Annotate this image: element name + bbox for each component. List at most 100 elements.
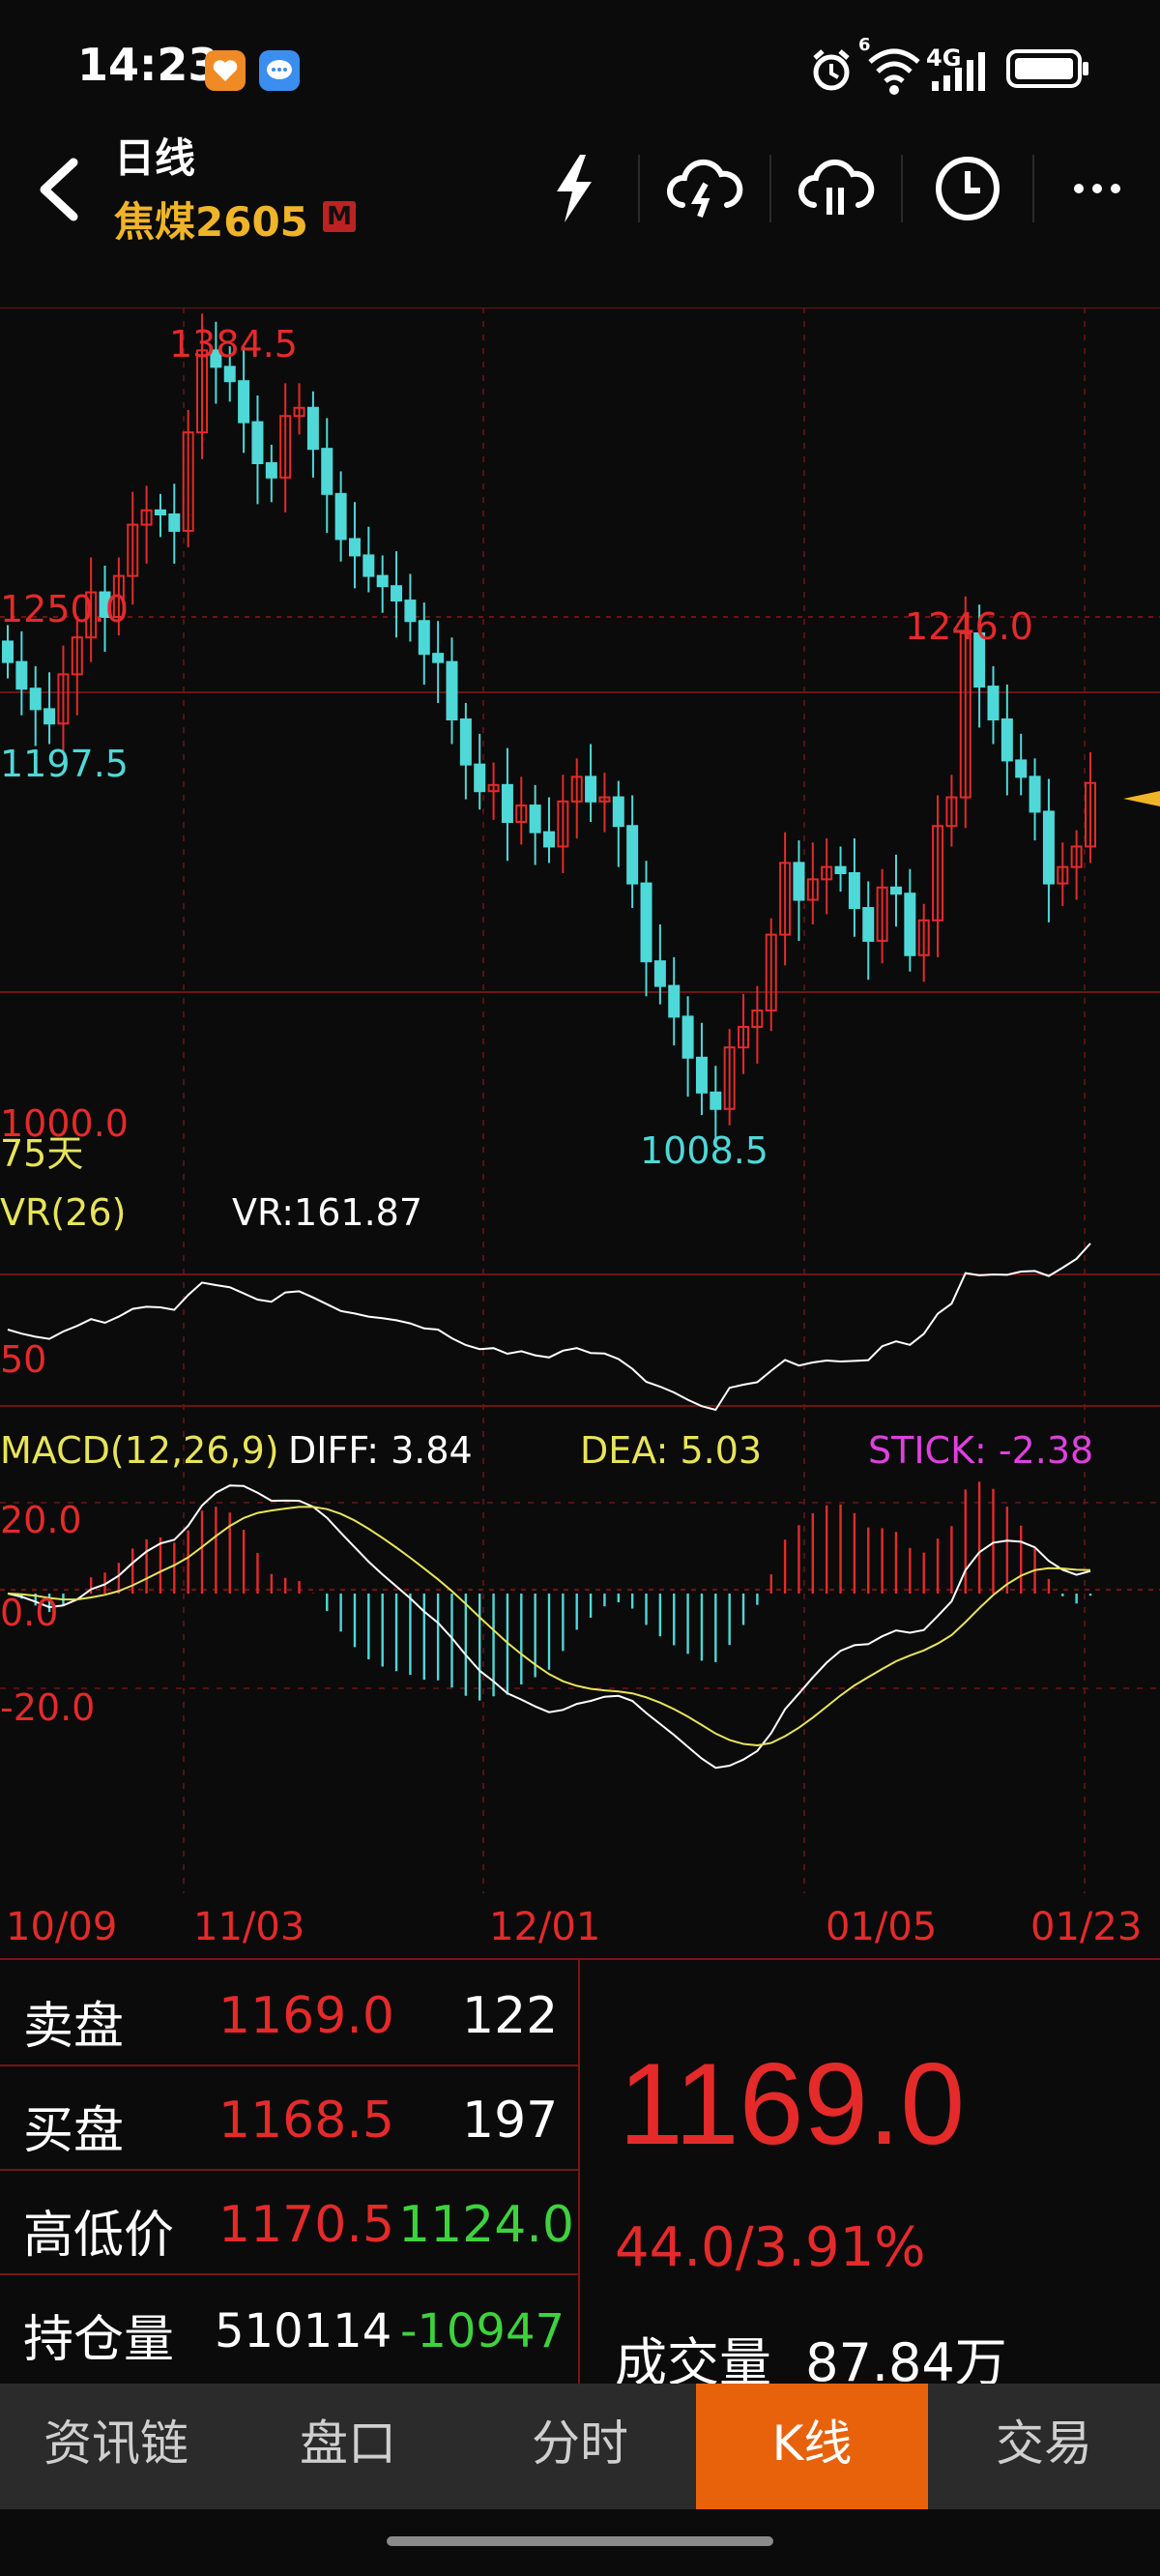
candle-body [1085,781,1096,848]
tab-info-chain[interactable]: 资讯链 [44,2415,188,2472]
sell-price: 1169.0 [218,1987,394,2045]
lightning-icon[interactable] [530,145,617,232]
candle-body [85,591,98,639]
alarm-icon [807,46,856,99]
candles-group [2,313,1096,1142]
chart-period-title: 日线 [114,134,196,182]
candle-body [598,796,611,803]
vr-name: VR(26) [0,1191,127,1234]
candle-body [404,600,417,623]
day-high: 1170.5 [218,2196,394,2254]
volume-label: 成交量 [615,2332,771,2393]
candle-body [348,538,361,557]
clock-icon[interactable] [924,145,1011,232]
candle-body [362,554,375,577]
main-contract-badge: M [323,201,356,232]
home-indicator [387,2536,773,2546]
candle-body [806,878,819,901]
second-high-label: 1246.0 [905,605,1033,648]
candle-body [57,673,70,725]
vr-value: VR:161.87 [232,1191,422,1234]
candle-body [418,620,430,656]
volume-row: 成交量 87.84万 [615,2320,1007,2396]
sell-label: 卖盘 [23,1998,125,2056]
candle-body [459,718,472,766]
quote-panel: 卖盘 1169.0 122 买盘 1168.5 197 高低价 1170.5 1… [0,1958,1160,2393]
candle-body [210,349,222,368]
date-label-4: 01/05 [826,1905,938,1949]
tab-intraday[interactable]: 分时 [532,2415,628,2472]
candle-body [626,825,639,885]
candle-body [876,886,888,942]
vr-axis-label: 50 [0,1338,47,1381]
signal-icon [926,48,994,101]
candle-body [959,631,972,799]
tab-order-book[interactable]: 盘口 [300,2415,396,2472]
candle-body [29,688,42,711]
candle-body [848,872,860,910]
buy-row: 买盘 1168.5 197 [0,2064,578,2171]
cloud-lightning-icon[interactable] [661,145,748,232]
candle-body [182,431,194,532]
volume-value: 87.84万 [805,2332,1007,2393]
last-price: 1169.0 [619,2039,966,2169]
bottom-tabs: 资讯链 盘口 分时 K线 交易 [0,2384,1160,2509]
candle-body [15,660,28,690]
candle-body [1015,759,1028,778]
candle-body [1029,776,1041,813]
macd-axis-low: -20.0 [0,1686,96,1729]
sell-row: 卖盘 1169.0 122 [0,1960,578,2066]
candle-body [321,448,334,495]
diff-line [7,1484,1091,1770]
candle-body [723,1046,736,1110]
candle-body [585,776,597,803]
candle-body [1070,845,1083,868]
candle-body [293,406,305,418]
kline-chart-svg[interactable] [0,307,1160,1961]
candle-body [653,960,666,987]
open-interest-row: 持仓量 510114 -10947 [0,2273,578,2378]
candle-body [640,882,652,963]
status-time: 14:23 [77,39,219,91]
candle-body [917,919,930,956]
current-price-marker [1123,791,1160,806]
candle-body [154,509,166,515]
candle-body [391,585,403,602]
candle-body [196,349,209,434]
high-low-row: 高低价 1170.5 1124.0 [0,2169,578,2275]
candle-body [862,907,875,942]
candle-body [99,591,111,618]
candle-body [306,406,319,451]
back-arrow-icon[interactable] [27,155,95,222]
more-icon[interactable] [1056,145,1143,232]
axis-label-1250: 1250.0 [0,588,129,630]
battery-icon [1005,46,1092,95]
open-interest-change: -10947 [400,2304,566,2358]
date-label-2: 11/03 [193,1905,305,1949]
macd-name: MACD(12,26,9) [0,1429,279,1472]
candle-body [238,380,250,424]
buy-price: 1168.5 [218,2092,394,2150]
candle-body [168,513,181,532]
macd-axis-top: 20.0 [0,1499,82,1541]
candle-body [751,1010,764,1028]
kline-chart-area[interactable]: 1384.5 1250.0 1197.5 1246.0 1008.5 1000.… [0,307,1160,1961]
left-low-label: 1197.5 [0,743,129,785]
candle-body [265,462,277,479]
candle-body [987,686,1000,720]
candle-body [932,825,944,922]
wifi-icon [865,43,923,101]
candle-body [223,366,236,383]
candle-body [501,783,513,823]
cloud-sync-icon[interactable] [793,145,880,232]
candle-body [765,933,777,1012]
axis-label-1000: 1000.0 [0,1102,129,1145]
macd-bars [20,1481,1092,1701]
candle-body [1057,865,1069,885]
candle-body [834,865,847,875]
macd-dea: DEA: 5.03 [580,1429,763,1472]
contract-name[interactable]: 焦煤2605 [114,198,308,246]
tab-kline[interactable]: K线 [696,2384,928,2509]
candle-body [1042,810,1055,885]
tab-trade[interactable]: 交易 [996,2415,1092,2472]
